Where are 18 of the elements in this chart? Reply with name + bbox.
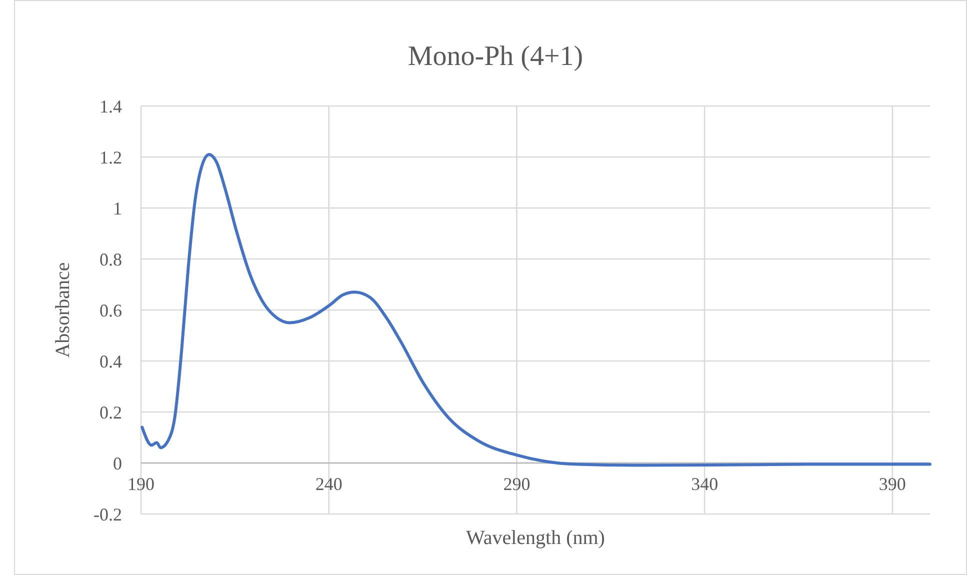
line-series — [140, 152, 932, 467]
y-tick-label: 0.2 — [100, 402, 122, 422]
y-tick-label: 1.4 — [100, 96, 122, 116]
x-tick-label: 390 — [878, 474, 906, 494]
y-axis-title: Absorbance — [52, 262, 74, 358]
y-tick-label: 1 — [113, 198, 122, 218]
x-tick-label: 290 — [503, 474, 530, 494]
x-tick-label: 340 — [691, 474, 718, 494]
x-tick-label: 240 — [315, 474, 342, 494]
x-tick-label: 190 — [128, 474, 154, 494]
x-axis-title: Wavelength (nm) — [466, 527, 605, 549]
y-tick-label: 0.8 — [100, 249, 122, 270]
y-tick-label: 0.6 — [100, 300, 122, 320]
y-tick-label: 0.4 — [100, 351, 122, 372]
y-tick-label: 1.2 — [100, 147, 122, 168]
chart-title: Mono-Ph (4+1) — [408, 41, 584, 72]
y-tick-label: -0.2 — [94, 504, 122, 524]
y-tick-label: 0 — [113, 453, 122, 474]
